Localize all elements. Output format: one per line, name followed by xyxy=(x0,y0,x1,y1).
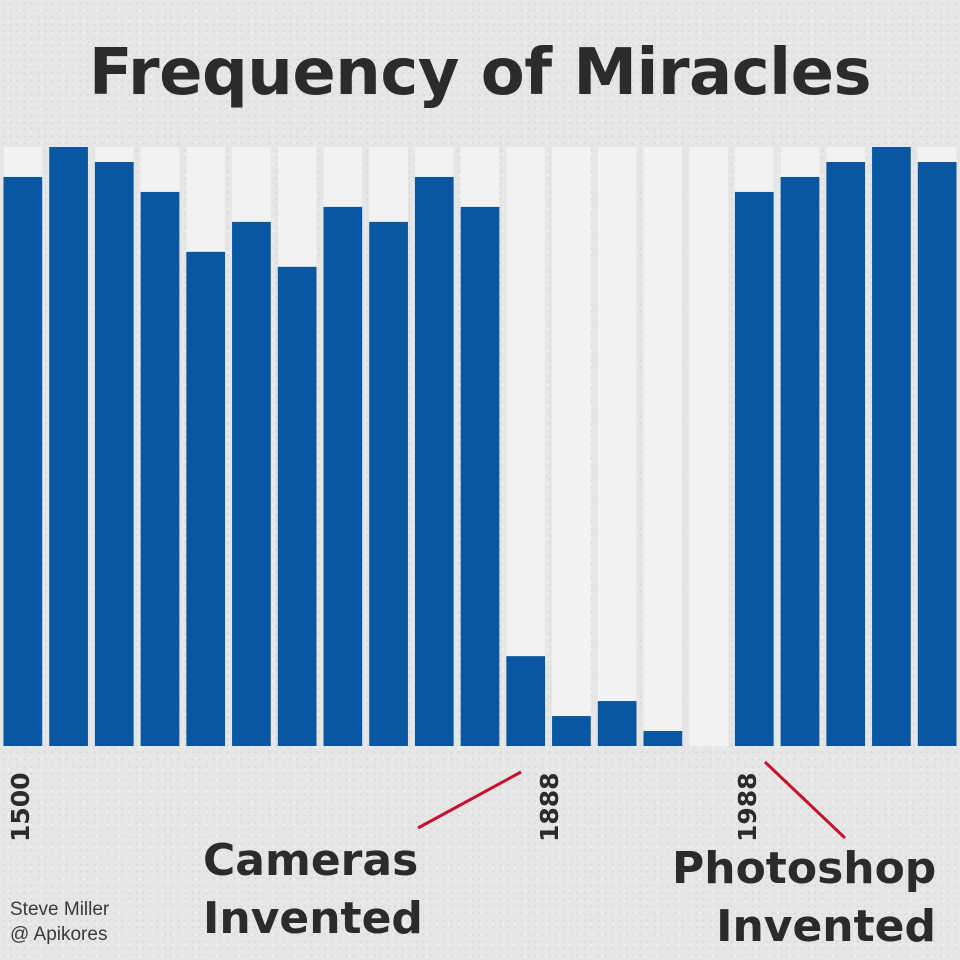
annotation-cameras-line1: Cameras xyxy=(203,835,419,886)
column-bg-13 xyxy=(597,147,637,746)
column-bg-15 xyxy=(689,147,728,746)
chart-title: Frequency of Miracles xyxy=(88,36,872,110)
annotation-cameras-line2: Invented xyxy=(203,893,423,945)
bar-7 xyxy=(323,206,363,746)
bar-9 xyxy=(414,176,454,746)
annotation-photoshop-line2: Invented xyxy=(716,901,936,953)
bar-1 xyxy=(49,147,88,746)
annotation-lines xyxy=(417,760,847,840)
credit-handle: @ Apikores xyxy=(10,923,108,945)
bar-4 xyxy=(186,251,226,746)
bar-17 xyxy=(780,176,820,746)
credit: Steve Miller @ Apikores xyxy=(10,898,109,947)
bar-2 xyxy=(94,161,134,747)
bar-16 xyxy=(734,191,774,747)
bar-0 xyxy=(3,176,43,746)
column-bg-12 xyxy=(552,147,591,746)
bars xyxy=(3,147,957,747)
bar-14 xyxy=(643,731,683,746)
bar-8 xyxy=(369,221,408,746)
x-tick-label-1888: 1888 xyxy=(535,772,564,842)
bar-6 xyxy=(277,266,317,746)
annotation-line-photoshop xyxy=(763,760,847,840)
bar-11 xyxy=(506,656,546,746)
bar-12 xyxy=(552,716,591,746)
annotation-line-cameras xyxy=(417,770,522,830)
x-tick-label-1500: 1500 xyxy=(6,772,35,842)
bar-5 xyxy=(232,221,271,746)
annotation-photoshop-invented: Photoshop Invented xyxy=(672,840,936,956)
column-bg-14 xyxy=(643,147,683,746)
column-bg-11 xyxy=(506,147,546,746)
bar-19 xyxy=(872,147,911,746)
credit-author: Steve Miller xyxy=(10,899,110,920)
bar-18 xyxy=(826,161,866,747)
annotation-photoshop-line1: Photoshop xyxy=(672,843,937,894)
bar-3 xyxy=(140,191,180,747)
bar-13 xyxy=(597,701,637,746)
x-tick-label-1988: 1988 xyxy=(733,772,762,842)
annotation-cameras-invented: Cameras Invented xyxy=(203,832,423,948)
bar-20 xyxy=(917,161,957,747)
bar-10 xyxy=(460,206,500,746)
